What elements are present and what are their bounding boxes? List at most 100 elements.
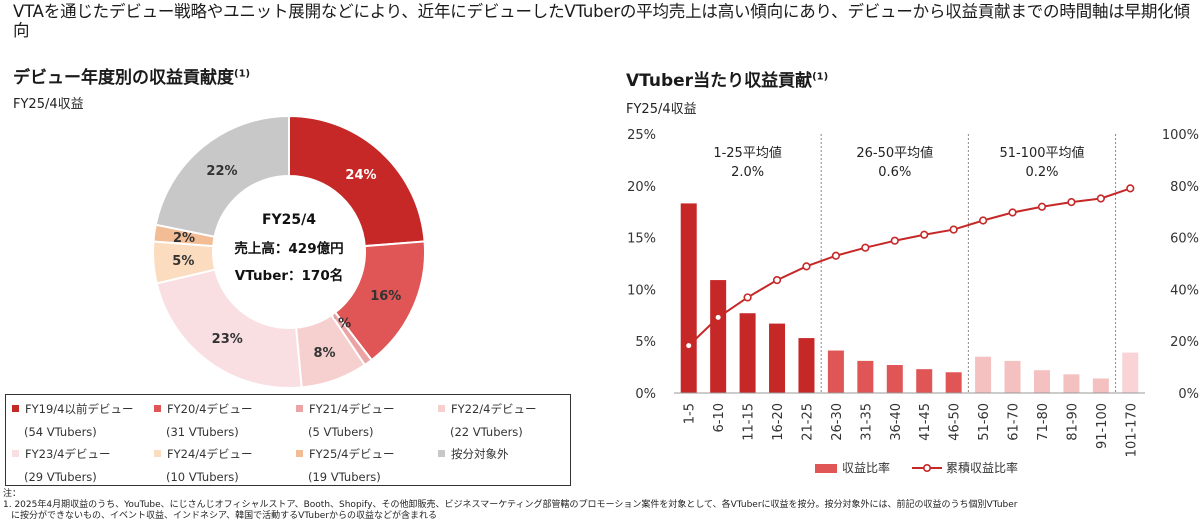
donut-chart-title: デビュー年度別の収益貢献度(1) — [13, 63, 250, 88]
legend-label: FY21/4デビュー — [309, 402, 395, 416]
line-legend-label: 累積収益比率 — [946, 461, 1019, 475]
donut-legend: FY19/4以前デビュー (54 VTubers) FY20/4デビュー (31 V… — [5, 394, 571, 486]
y-right-tick: 60% — [1170, 232, 1199, 247]
line-legend-swatch — [912, 463, 942, 473]
cumulative-point — [831, 251, 841, 260]
y-left-tick: 15% — [627, 232, 656, 247]
y-left-tick: 25% — [627, 128, 656, 143]
donut-slice-label: 23% — [212, 332, 243, 347]
bar — [739, 313, 756, 393]
legend-label: 按分対象外 — [451, 447, 509, 461]
bar-chart-title: VTuber当たり収益貢献(1) — [626, 66, 828, 91]
x-tick-label: 61-70 — [1007, 403, 1022, 441]
donut-center-period: FY25/4 — [262, 212, 316, 228]
group-average-value: 0.6% — [878, 165, 911, 180]
x-tick-label: 16-20 — [771, 403, 786, 441]
y-right-tick: 20% — [1170, 335, 1199, 350]
headline: VTAを通じたデビュー戦略やユニット展開などにより、近年にデビューしたVTube… — [13, 2, 1190, 40]
legend-item-fy25: FY25/4デビュー (19 VTubers) — [296, 448, 394, 484]
cumulative-point — [743, 293, 752, 302]
donut-slice-label: 2% — [173, 231, 195, 246]
bar — [916, 369, 933, 393]
bar-legend-label: 収益比率 — [842, 461, 891, 475]
notes-line-1: 1. 2025年4月期収益のうち、YouTube、にじさんじオフィシャルストア、… — [3, 500, 1018, 510]
legend-count: (54 VTubers) — [24, 425, 97, 439]
cumulative-line — [688, 187, 1131, 347]
cumulative-point — [1067, 198, 1076, 207]
bar — [769, 323, 786, 393]
bar — [827, 350, 844, 393]
donut-slice — [288, 114, 426, 248]
group-average-value: 0.2% — [1025, 165, 1058, 180]
notes-heading: 注： — [3, 489, 22, 499]
legend-swatch — [296, 450, 303, 457]
legend-label: FY19/4以前デビュー — [25, 402, 134, 416]
bar-legend-bar: 収益比率 — [815, 459, 890, 476]
donut-slice-label: 8% — [314, 346, 336, 361]
cumulative-point — [1008, 208, 1017, 217]
y-left-tick: 20% — [627, 180, 656, 195]
legend-item-fy21: FY21/4デビュー (5 VTubers) — [296, 403, 394, 439]
y-right-tick: 0% — [1178, 387, 1199, 402]
bar-legend-swatch — [815, 464, 837, 473]
cumulative-point — [802, 262, 811, 271]
legend-item-fy22: FY22/4デビュー (22 VTubers) — [438, 403, 536, 439]
cumulative-point — [1126, 184, 1135, 193]
legend-label: FY23/4デビュー — [25, 447, 111, 461]
x-tick-label: 36-40 — [889, 403, 904, 441]
legend-item-fy19: FY19/4以前デビュー (54 VTubers) — [12, 403, 133, 439]
donut-slice-label: 24% — [345, 168, 376, 183]
donut-center-vtuber-count: VTuber：170名 — [235, 267, 343, 284]
legend-swatch — [438, 450, 445, 457]
bar — [680, 203, 697, 393]
x-tick-label: 21-25 — [800, 403, 815, 441]
legend-swatch — [154, 450, 161, 457]
bar — [1004, 360, 1021, 393]
donut-slice-label: 22% — [206, 164, 237, 179]
bar — [798, 338, 815, 393]
cumulative-point — [1096, 194, 1105, 203]
legend-swatch — [296, 405, 303, 412]
y-left-tick: 10% — [627, 283, 656, 298]
donut-slice-label: 16% — [370, 289, 401, 304]
donut-title-footnote-mark: (1) — [234, 68, 251, 80]
legend-label: FY24/4デビュー — [167, 447, 253, 461]
cumulative-point — [684, 341, 693, 350]
x-tick-label: 81-90 — [1065, 403, 1080, 441]
legend-count: (29 VTubers) — [24, 470, 97, 484]
cumulative-point — [861, 243, 870, 252]
bar — [886, 365, 903, 393]
bar — [945, 372, 962, 393]
x-tick-label: 1-5 — [683, 403, 698, 424]
legend-swatch — [154, 405, 161, 412]
legend-count: (19 VTubers) — [308, 470, 381, 484]
group-label: 1-25平均値 — [713, 145, 782, 161]
donut-slice — [155, 268, 303, 389]
legend-swatch — [12, 405, 19, 412]
bar-legend-line: 累積収益比率 — [912, 459, 1018, 476]
x-tick-label: 46-50 — [948, 403, 963, 441]
cumulative-point — [772, 275, 782, 285]
bar-title-text: VTuber当たり収益貢献 — [626, 71, 813, 91]
donut-slice — [154, 114, 290, 238]
cumulative-point — [890, 236, 899, 245]
legend-count: (22 VTubers) — [450, 425, 523, 439]
donut-title-text: デビュー年度別の収益貢献度 — [13, 68, 234, 88]
bar — [857, 360, 874, 393]
x-tick-label: 31-35 — [859, 403, 874, 441]
cumulative-point — [978, 216, 988, 225]
bar — [1033, 370, 1050, 393]
donut-slice-label: 5% — [172, 254, 194, 269]
cumulative-point — [714, 313, 723, 322]
legend-swatch — [438, 405, 445, 412]
bar — [710, 280, 727, 393]
legend-item-fy20: FY20/4デビュー (31 VTubers) — [154, 403, 252, 439]
y-right-tick: 80% — [1170, 180, 1199, 195]
group-average-value: 2.0% — [731, 165, 764, 180]
bar — [1063, 374, 1080, 393]
y-right-tick: 100% — [1162, 128, 1199, 143]
group-label: 51-100平均値 — [999, 145, 1084, 161]
legend-count: (10 VTubers) — [166, 470, 239, 484]
